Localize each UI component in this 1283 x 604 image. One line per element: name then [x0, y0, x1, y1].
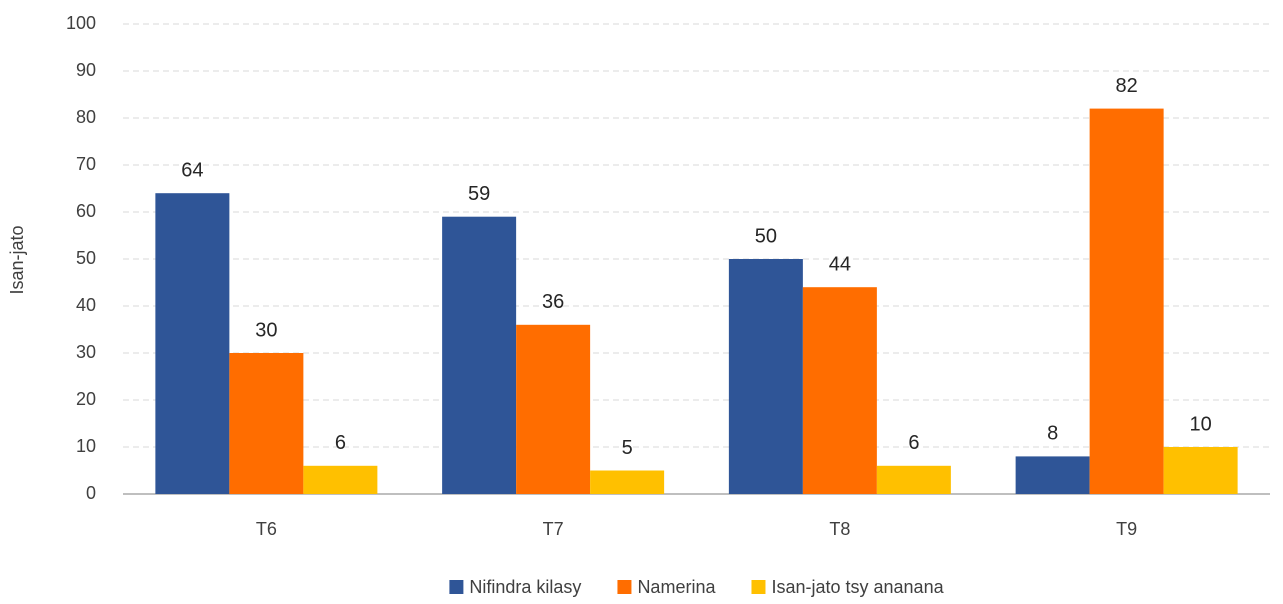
bar [590, 470, 665, 494]
data-label: 5 [622, 437, 633, 459]
bar [442, 216, 517, 494]
x-tick-label: T7 [543, 519, 564, 539]
bar [229, 353, 304, 494]
y-tick-label: 40 [76, 295, 96, 315]
legend-swatch [617, 580, 632, 594]
bar [155, 193, 230, 494]
y-tick-label: 80 [76, 107, 96, 127]
data-label: 44 [829, 253, 851, 275]
data-label: 82 [1116, 75, 1138, 97]
data-label: 30 [255, 319, 277, 341]
data-label: 59 [468, 183, 490, 205]
data-label: 64 [181, 159, 203, 181]
legend-label: Isan-jato tsy ananana [771, 577, 944, 597]
bar [1015, 456, 1090, 494]
data-label: 8 [1047, 423, 1058, 445]
y-tick-label: 30 [76, 342, 96, 362]
bar [303, 465, 378, 494]
bar [728, 259, 803, 494]
y-tick-label: 50 [76, 248, 96, 268]
x-tick-label: T8 [829, 519, 850, 539]
data-label: 36 [542, 291, 564, 313]
y-tick-label: 60 [76, 201, 96, 221]
y-tick-label: 0 [86, 483, 96, 503]
legend-swatch [449, 580, 464, 594]
bar [802, 287, 877, 494]
legend-label: Nifindra kilasy [469, 577, 581, 597]
y-tick-label: 70 [76, 154, 96, 174]
data-label: 6 [908, 432, 919, 454]
y-tick-label: 100 [66, 13, 96, 33]
y-tick-label: 20 [76, 389, 96, 409]
y-tick-label: 10 [76, 436, 96, 456]
bar [1163, 447, 1238, 494]
x-tick-label: T6 [256, 519, 277, 539]
data-label: 10 [1190, 413, 1212, 435]
data-label: 6 [335, 432, 346, 454]
legend-label: Namerina [637, 577, 716, 597]
bar [1089, 108, 1164, 494]
x-tick-label: T9 [1116, 519, 1137, 539]
legend-swatch [751, 580, 766, 594]
y-axis-title: Isan-jato [7, 225, 27, 294]
bar [516, 324, 591, 494]
bar [876, 465, 951, 494]
y-tick-label: 90 [76, 60, 96, 80]
data-label: 50 [755, 225, 777, 247]
